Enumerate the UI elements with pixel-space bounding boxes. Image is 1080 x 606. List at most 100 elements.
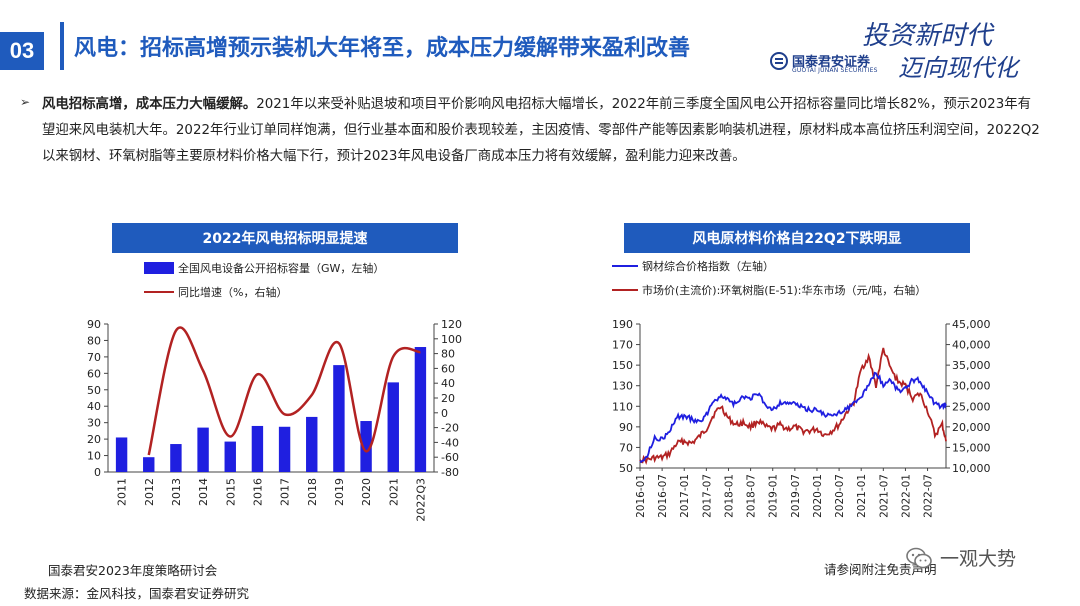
right-tick-label: 40	[441, 377, 455, 390]
x-tick-label: 2020	[360, 478, 373, 506]
bar	[333, 365, 345, 472]
right-tick-label: 10,000	[952, 462, 991, 475]
left-tick-label: 90	[619, 421, 633, 434]
footer-disclaimer: 请参阅附注免责声明	[824, 562, 937, 577]
right-tick-label: -40	[441, 436, 459, 449]
left-tick-label: 130	[612, 380, 633, 393]
bar	[197, 427, 209, 472]
x-tick-label: 2020-01	[812, 474, 824, 518]
right-tick-label: 45,000	[952, 318, 991, 331]
right-tick-label: -60	[441, 451, 459, 464]
x-tick-label: 2016-07	[657, 474, 669, 518]
x-tick-label: 2020-07	[834, 474, 846, 518]
left-tick-label: 40	[87, 400, 101, 413]
right-tick-label: 30,000	[952, 380, 991, 393]
brand-logo-icon	[770, 52, 788, 70]
bar	[251, 425, 264, 472]
legend-line-label: 同比增速（%，右轴）	[178, 285, 287, 299]
x-tick-label: 2018-07	[746, 474, 758, 518]
slogan-line-1: 投资新时代	[862, 21, 995, 51]
left-chart: 全国风电设备公开招标容量（GW，左轴） 同比增速（%，右轴） 0 10 20 30 40 50…	[87, 261, 462, 522]
x-tick-label: 2021	[387, 478, 400, 506]
right-chart-title: 风电原材料价格自22Q2下跌明显	[624, 223, 970, 253]
right-tick-label: -80	[441, 466, 459, 479]
watermark: 一观大势	[906, 544, 1016, 571]
x-tick-label: 2018-01	[723, 474, 735, 518]
slogan-line-2: 迈向现代化	[898, 54, 1021, 80]
x-tick-label: 2015	[224, 478, 237, 506]
left-tick-label: 70	[619, 441, 633, 454]
steel-index-line	[639, 371, 947, 464]
x-tick-label: 2016	[251, 478, 264, 506]
x-tick-label: 2011	[116, 478, 129, 506]
brand-slogan-calligraphy: 投资新时代 迈向现代化	[862, 21, 1021, 80]
x-tick-label: 2012	[143, 478, 156, 506]
title-accent-bar	[60, 22, 64, 70]
left-tick-label: 0	[94, 466, 101, 479]
bar	[278, 426, 291, 472]
x-tick-label: 2021-07	[878, 474, 890, 518]
x-tick-label: 2014	[197, 478, 210, 506]
left-tick-label: 150	[612, 359, 633, 372]
bar	[224, 441, 236, 472]
bar	[360, 421, 372, 472]
left-tick-label: 70	[87, 351, 101, 364]
right-tick-label: 20,000	[952, 421, 991, 434]
body-section: ➢ 风电招标高增，成本压力大幅缓解。2021年以来受补贴退坡和项目平价影响风电招…	[20, 92, 1040, 170]
x-tick-label: 2018	[306, 478, 319, 506]
x-tick-label: 2017-07	[701, 474, 713, 518]
footer-event: 国泰君安2023年度策略研讨会	[48, 563, 218, 578]
x-tick-label: 2022-07	[923, 474, 935, 518]
bar	[306, 416, 318, 472]
x-tick-label: 2019	[333, 478, 346, 506]
bar	[170, 444, 182, 472]
brand-name-cn: 国泰君安证券	[792, 55, 871, 70]
right-tick-label: -20	[441, 422, 459, 435]
right-tick-label: 80	[441, 348, 455, 361]
resin-price-line	[639, 347, 947, 466]
legend-bar-label: 全国风电设备公开招标容量（GW，左轴）	[178, 261, 384, 275]
left-tick-label: 90	[87, 318, 101, 331]
wechat-icon	[906, 547, 932, 568]
watermark-text: 一观大势	[940, 548, 1017, 570]
left-tick-label: 110	[612, 400, 633, 413]
legend-steel-label: 钢材综合价格指数（左轴）	[642, 259, 774, 273]
body-lead: 风电招标高增，成本压力大幅缓解。	[42, 97, 257, 112]
right-tick-label: 100	[441, 333, 462, 346]
right-tick-label: 120	[441, 318, 462, 331]
right-tick-label: 60	[441, 362, 455, 375]
x-tick-label: 2021-01	[856, 474, 868, 518]
body-paragraph: 风电招标高增，成本压力大幅缓解。2021年以来受补贴退坡和项目平价影响风电招标大…	[42, 92, 1040, 170]
right-tick-label: 0	[441, 407, 448, 420]
legend-bar-swatch	[144, 262, 174, 274]
bar	[387, 382, 399, 472]
x-tick-label: 2017	[279, 478, 292, 506]
bar	[115, 437, 128, 472]
left-tick-label: 60	[87, 367, 101, 380]
x-tick-label: 2022Q3	[414, 478, 427, 522]
x-tick-label: 2022-01	[900, 474, 912, 518]
growth-line	[147, 326, 421, 456]
right-tick-label: 40,000	[952, 339, 991, 352]
footer-source: 数据来源：金风科技，国泰君安证券研究	[24, 586, 250, 601]
brand-name-en: GUOTAI JUNAN SECURITIES	[792, 67, 878, 74]
left-tick-label: 20	[87, 433, 101, 446]
right-tick-label: 15,000	[952, 441, 991, 454]
x-tick-label: 2016-01	[635, 474, 647, 518]
right-chart: 钢材综合价格指数（左轴） 市场价(主流价):环氧树脂(E-51):华东市场（元/吨…	[612, 259, 991, 518]
left-tick-label: 50	[619, 462, 633, 475]
legend-resin-label: 市场价(主流价):环氧树脂(E-51):华东市场（元/吨，右轴）	[642, 283, 926, 297]
right-tick-label: 25,000	[952, 400, 991, 413]
section-number: 03	[0, 32, 44, 70]
right-tick-label: 20	[441, 392, 455, 405]
left-tick-label: 80	[87, 334, 101, 347]
bullet-arrow-icon: ➢	[20, 95, 31, 109]
body-text: 2021年以来受补贴退坡和项目平价影响风电招标大幅增长，2022年前三季度全国风…	[42, 97, 1040, 164]
bar	[414, 347, 427, 472]
bar	[143, 457, 155, 472]
left-tick-label: 10	[87, 450, 101, 463]
x-tick-label: 2013	[170, 478, 183, 506]
left-tick-label: 30	[87, 417, 101, 430]
left-tick-label: 50	[87, 384, 101, 397]
page-title: 风电：招标高增预示装机大年将至，成本压力缓解带来盈利改善	[74, 36, 691, 61]
